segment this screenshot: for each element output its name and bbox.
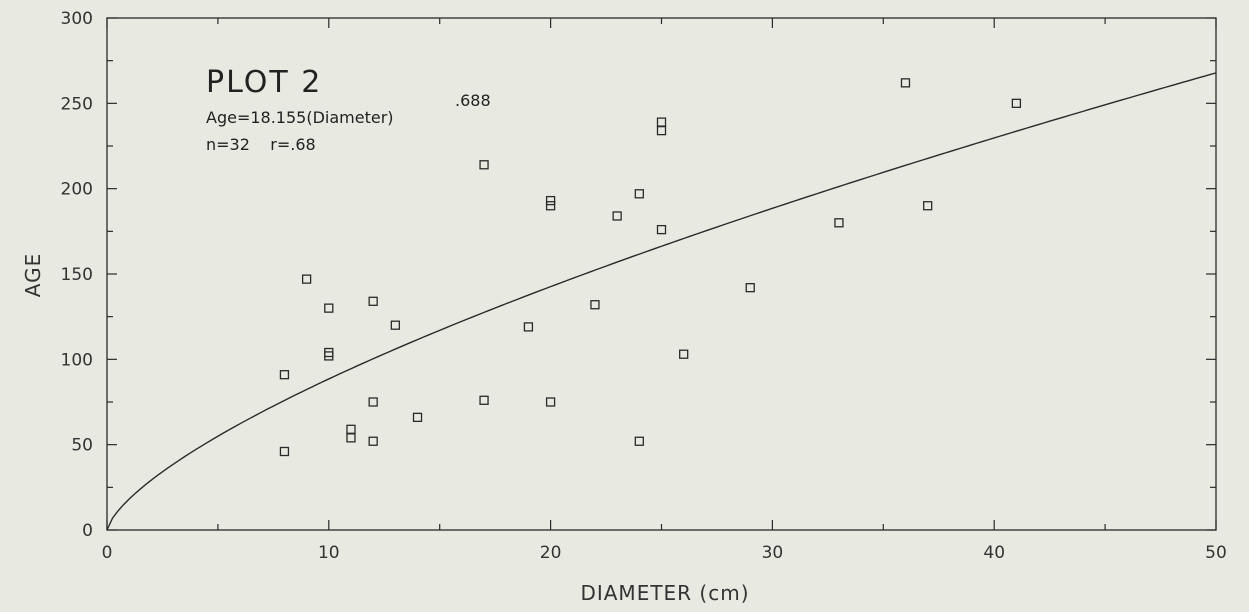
x-tick-label: 10 bbox=[318, 543, 340, 563]
data-point bbox=[523, 322, 534, 332]
data-point bbox=[612, 211, 622, 221]
data-point bbox=[479, 395, 489, 405]
y-tick-label: 0 bbox=[82, 521, 93, 541]
data-point bbox=[279, 370, 290, 380]
y-tick-label: 150 bbox=[61, 265, 93, 285]
data-point bbox=[923, 201, 933, 211]
data-point bbox=[745, 283, 755, 293]
x-tick-label: 40 bbox=[983, 543, 1005, 563]
data-point bbox=[590, 300, 600, 310]
data-point bbox=[479, 160, 489, 170]
data-point bbox=[390, 320, 400, 330]
fit-curve-layer bbox=[106, 72, 1217, 531]
y-axis-title: AGE bbox=[21, 253, 45, 297]
y-tick-label: 100 bbox=[61, 350, 93, 370]
data-point bbox=[545, 397, 556, 407]
data-point bbox=[656, 117, 667, 127]
data-point bbox=[834, 218, 844, 228]
data-point bbox=[324, 303, 334, 313]
data-point bbox=[1011, 98, 1022, 108]
data-point bbox=[656, 224, 667, 235]
y-tick-label: 200 bbox=[61, 180, 93, 200]
data-point bbox=[545, 195, 556, 206]
x-axis-title: DIAMETER (cm) bbox=[580, 581, 749, 605]
fit-curve bbox=[106, 72, 1217, 531]
data-point bbox=[900, 78, 911, 88]
data-point bbox=[545, 201, 556, 211]
tick-labels: 0 10 20 30 40 50 0 50 100 150 200 250 300 bbox=[61, 9, 1227, 563]
points-layer bbox=[279, 78, 1022, 457]
data-point bbox=[324, 351, 334, 361]
data-point bbox=[368, 436, 378, 446]
data-point bbox=[634, 189, 644, 199]
equation-exponent: .688 bbox=[455, 91, 491, 110]
equation-label: Age=18.155(Diameter) bbox=[206, 108, 394, 127]
y-tick-label: 50 bbox=[71, 436, 93, 456]
data-point bbox=[679, 349, 689, 359]
data-point bbox=[368, 397, 378, 407]
data-point bbox=[634, 436, 644, 446]
data-point bbox=[368, 296, 378, 306]
x-tick-label: 50 bbox=[1205, 543, 1227, 563]
y-tick-label: 250 bbox=[61, 94, 93, 114]
plot-label: PLOT 2 bbox=[206, 65, 322, 100]
data-point bbox=[656, 125, 667, 136]
data-point bbox=[279, 446, 290, 457]
data-point bbox=[412, 412, 423, 423]
y-tick-label: 300 bbox=[61, 9, 93, 29]
data-point bbox=[346, 433, 356, 443]
stats-label: n=32 r=.68 bbox=[206, 135, 316, 154]
axes bbox=[106, 17, 1217, 531]
x-tick-label: 20 bbox=[540, 543, 562, 563]
x-tick-label: 30 bbox=[762, 543, 784, 563]
data-point bbox=[301, 274, 312, 284]
data-point bbox=[346, 424, 356, 434]
x-tick-label: 0 bbox=[102, 543, 113, 563]
